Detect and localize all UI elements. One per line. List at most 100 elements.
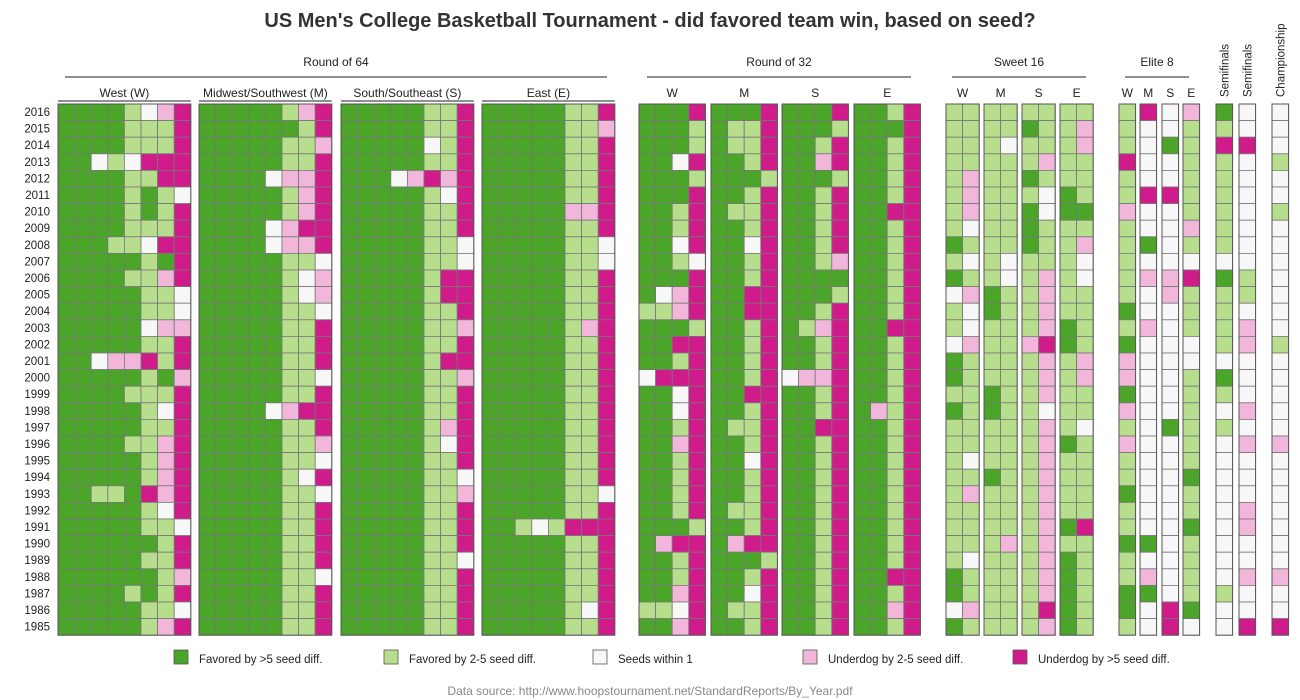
heatmap-cell — [1238, 568, 1257, 586]
heatmap-cell — [423, 335, 442, 354]
heatmap-cell — [456, 335, 475, 354]
heatmap-cell — [781, 120, 800, 138]
heatmap-cell — [498, 585, 516, 603]
heatmap-cell — [814, 518, 833, 537]
heatmap-cell — [1182, 302, 1201, 321]
heatmap-cell — [1139, 302, 1158, 321]
heatmap-cell — [514, 369, 533, 387]
heatmap-cell — [743, 219, 762, 238]
heatmap-cell — [124, 203, 142, 221]
heatmap-cell — [962, 518, 980, 537]
heatmap-cell — [1139, 335, 1158, 354]
heatmap-cell — [743, 153, 762, 171]
heatmap-cell — [903, 518, 921, 537]
heatmap-cell — [1139, 518, 1158, 537]
heatmap-cell — [514, 252, 533, 271]
heatmap-cell — [1182, 252, 1201, 271]
heatmap-cell — [760, 551, 778, 570]
group-border — [1021, 103, 1056, 636]
heatmap-cell — [498, 319, 516, 337]
heatmap-cell — [1271, 319, 1290, 337]
heatmap-cell — [983, 286, 1002, 304]
group-label: M — [1143, 86, 1153, 100]
heatmap-cell — [357, 252, 375, 271]
heatmap-cell — [531, 302, 549, 321]
heatmap-cell — [298, 319, 316, 337]
heatmap-cell — [655, 203, 673, 221]
heatmap-cell — [406, 120, 425, 138]
heatmap-cell — [215, 335, 233, 354]
heatmap-cell — [140, 402, 159, 420]
heatmap-cell — [962, 103, 980, 122]
heatmap-cell — [57, 286, 76, 304]
heatmap-cell — [1182, 385, 1201, 404]
heatmap-cell — [853, 468, 872, 487]
heatmap-cell — [531, 601, 549, 620]
heatmap-cell — [1139, 485, 1158, 503]
heatmap-cell — [74, 518, 92, 537]
heatmap-cell — [1271, 551, 1290, 570]
heatmap-cell — [173, 601, 192, 620]
group-border — [57, 103, 192, 636]
heatmap-cell — [456, 485, 475, 503]
year-label: 2016 — [24, 107, 50, 119]
heatmap-cell — [124, 501, 142, 520]
heatmap-cell — [1215, 385, 1234, 404]
year-label: 2015 — [24, 124, 50, 136]
heatmap-cell — [903, 302, 921, 321]
heatmap-cell — [962, 319, 980, 337]
heatmap-cell — [215, 435, 233, 454]
heatmap-cell — [481, 402, 500, 420]
heatmap-cell — [357, 452, 375, 470]
heatmap-cell — [727, 352, 745, 371]
heatmap-cell — [1215, 568, 1234, 586]
heatmap-cell — [57, 585, 76, 603]
heatmap-cell — [481, 585, 500, 603]
heatmap-cell — [173, 236, 192, 254]
heatmap-cell — [798, 551, 816, 570]
heatmap-cell — [1161, 120, 1180, 138]
heatmap-cell — [514, 585, 533, 603]
heatmap-cell — [423, 518, 442, 537]
heatmap-cell — [870, 120, 888, 138]
heatmap-cell — [760, 319, 778, 337]
heatmap-cell — [983, 252, 1002, 271]
heatmap-cell — [581, 501, 599, 520]
heatmap-cell — [671, 468, 690, 487]
heatmap-cell — [90, 236, 109, 254]
heatmap-cell — [264, 103, 283, 122]
heatmap-cell — [74, 402, 92, 420]
heatmap-cell — [688, 153, 706, 171]
heatmap-cell — [548, 120, 566, 138]
heatmap-cell — [1038, 535, 1056, 553]
heatmap-cell — [870, 468, 888, 487]
heatmap-cell — [727, 269, 745, 288]
heatmap-cell — [814, 286, 833, 304]
heatmap-cell — [655, 452, 673, 470]
heatmap-cell — [1215, 618, 1234, 636]
heatmap-cell — [264, 219, 283, 238]
heatmap-cell — [298, 186, 316, 205]
heatmap-cell — [74, 485, 92, 503]
heatmap-cell — [1076, 236, 1094, 254]
heatmap-cell — [671, 136, 690, 155]
heatmap-cell — [945, 236, 964, 254]
heatmap-cell — [157, 103, 175, 122]
heatmap-cell — [638, 103, 657, 122]
heatmap-cell — [298, 302, 316, 321]
heatmap-cell — [390, 153, 408, 171]
heatmap-cell — [248, 435, 266, 454]
heatmap-cell — [1076, 120, 1094, 138]
heatmap-cell — [548, 136, 566, 155]
heatmap-cell — [710, 352, 729, 371]
heatmap-cell — [1000, 585, 1018, 603]
heatmap-cell — [1000, 618, 1018, 636]
heatmap-cell — [1076, 252, 1094, 271]
heatmap-cell — [781, 568, 800, 586]
heatmap-cell — [781, 618, 800, 636]
heatmap-cell — [831, 402, 849, 420]
heatmap-cell — [638, 286, 657, 304]
heatmap-cell — [831, 435, 849, 454]
heatmap-cell — [671, 103, 690, 122]
heatmap-cell — [124, 153, 142, 171]
